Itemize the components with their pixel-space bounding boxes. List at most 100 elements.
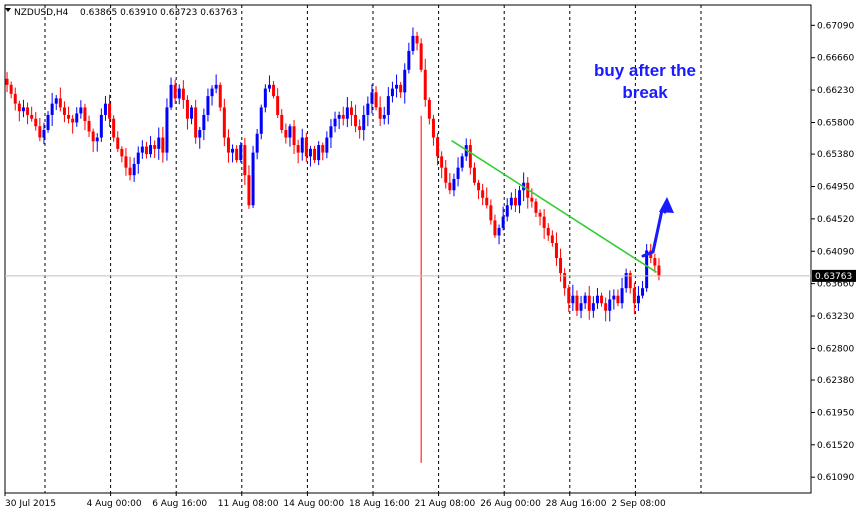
candle-body — [226, 137, 230, 153]
candle-body — [587, 295, 591, 311]
candle-body — [399, 84, 403, 93]
candle-body — [616, 295, 620, 304]
candle-body — [325, 137, 329, 153]
x-tick-label: 4 Aug 00:00 — [87, 499, 142, 509]
candle-body — [636, 295, 640, 304]
candle-body — [95, 137, 99, 142]
candle-body — [448, 182, 452, 191]
symbol-timeframe: NZDUSD,H4 — [14, 8, 69, 18]
candle-body — [231, 148, 235, 153]
candle-body — [218, 84, 222, 108]
current-price-box — [812, 269, 856, 282]
candle-layer — [5, 27, 661, 463]
candle-body — [263, 88, 267, 108]
candle-body — [153, 145, 157, 149]
candle-body — [423, 69, 427, 100]
candle-body — [456, 167, 460, 179]
candle-body — [259, 107, 263, 134]
candle-body — [46, 114, 50, 131]
candle-body — [501, 216, 505, 228]
x-tick-label: 21 Aug 08:00 — [415, 499, 476, 509]
candle-body — [583, 295, 587, 304]
candle-body — [30, 114, 34, 119]
candle-body — [337, 114, 341, 119]
candle-body — [641, 288, 645, 296]
candle-body — [460, 156, 464, 168]
annotation-line-1: buy after the — [594, 61, 696, 80]
candle-body — [5, 78, 9, 85]
candle-body — [390, 88, 394, 97]
candle-body — [559, 258, 563, 274]
candle-body — [440, 156, 444, 168]
candle-body — [149, 145, 153, 155]
candle-body — [38, 126, 42, 138]
candle-body — [120, 148, 124, 157]
candle-body — [563, 273, 567, 289]
candle-body — [239, 145, 243, 161]
candle-body — [600, 295, 604, 304]
candle-body — [87, 120, 91, 132]
candle-body — [169, 84, 173, 108]
candle-body — [518, 190, 522, 206]
candle-body — [444, 167, 448, 183]
candle-body — [255, 133, 259, 153]
current-price-label: 0.63763 — [815, 272, 852, 282]
candle-body — [161, 137, 165, 153]
candle-body — [202, 114, 206, 131]
ohlc-readout: 0.63865 0.63910 0.63723 0.63763 — [80, 8, 237, 18]
y-tick-label: 0.66660 — [817, 54, 854, 64]
candle-body — [288, 126, 292, 138]
candle-body — [628, 273, 632, 289]
candle-body — [206, 96, 210, 115]
annotation-line-2: break — [622, 83, 668, 102]
candle-body — [214, 84, 218, 89]
collapse-triangle-icon[interactable] — [5, 8, 11, 12]
candle-body — [575, 295, 579, 311]
candle-body — [415, 35, 419, 44]
candle-body — [493, 220, 497, 236]
candle-body — [579, 303, 583, 311]
x-tick-label: 26 Aug 00:00 — [480, 499, 541, 509]
candle-body — [472, 167, 476, 183]
y-tick-label: 0.67090 — [817, 21, 854, 31]
candle-body — [567, 288, 571, 304]
candle-body — [530, 197, 534, 202]
candle-body — [276, 96, 280, 115]
candle-body — [485, 197, 489, 206]
axis-layer: 0.67090 0.66660 0.66230 0.65800 0.65380 0.649… — [4, 21, 854, 509]
candle-body — [177, 88, 181, 99]
x-tick-label: 11 Aug 08:00 — [218, 499, 279, 509]
chart-header: NZDUSD,H4 0.63865 0.63910 0.63723 0.6376… — [5, 8, 237, 18]
y-tick-label: 0.64520 — [817, 215, 854, 225]
y-tick-label: 0.63230 — [817, 312, 854, 322]
candle-body — [620, 288, 624, 304]
candle-body — [489, 205, 493, 221]
candle-body — [554, 242, 558, 259]
candle-body — [267, 84, 271, 89]
candle-body — [300, 137, 304, 153]
candle-body — [632, 288, 636, 304]
candle-body — [354, 114, 358, 127]
y-tick-label: 0.65800 — [817, 118, 854, 128]
candle-body — [362, 114, 366, 131]
candle-body — [505, 205, 509, 217]
candle-body — [436, 137, 440, 157]
candle-body — [653, 258, 657, 266]
candle-body — [419, 43, 423, 70]
candle-body — [42, 130, 46, 138]
candle-body — [411, 35, 415, 51]
candle-body — [366, 103, 370, 115]
candle-body — [243, 145, 247, 176]
candle-body — [26, 107, 30, 115]
candle-body — [67, 114, 71, 119]
candle-body — [321, 145, 325, 153]
candle-body — [304, 137, 308, 157]
candle-body — [13, 93, 17, 104]
candle-body — [308, 148, 312, 157]
candle-body — [112, 118, 116, 138]
candle-body — [71, 118, 75, 123]
candle-body — [431, 118, 435, 138]
candle-body — [595, 295, 599, 304]
